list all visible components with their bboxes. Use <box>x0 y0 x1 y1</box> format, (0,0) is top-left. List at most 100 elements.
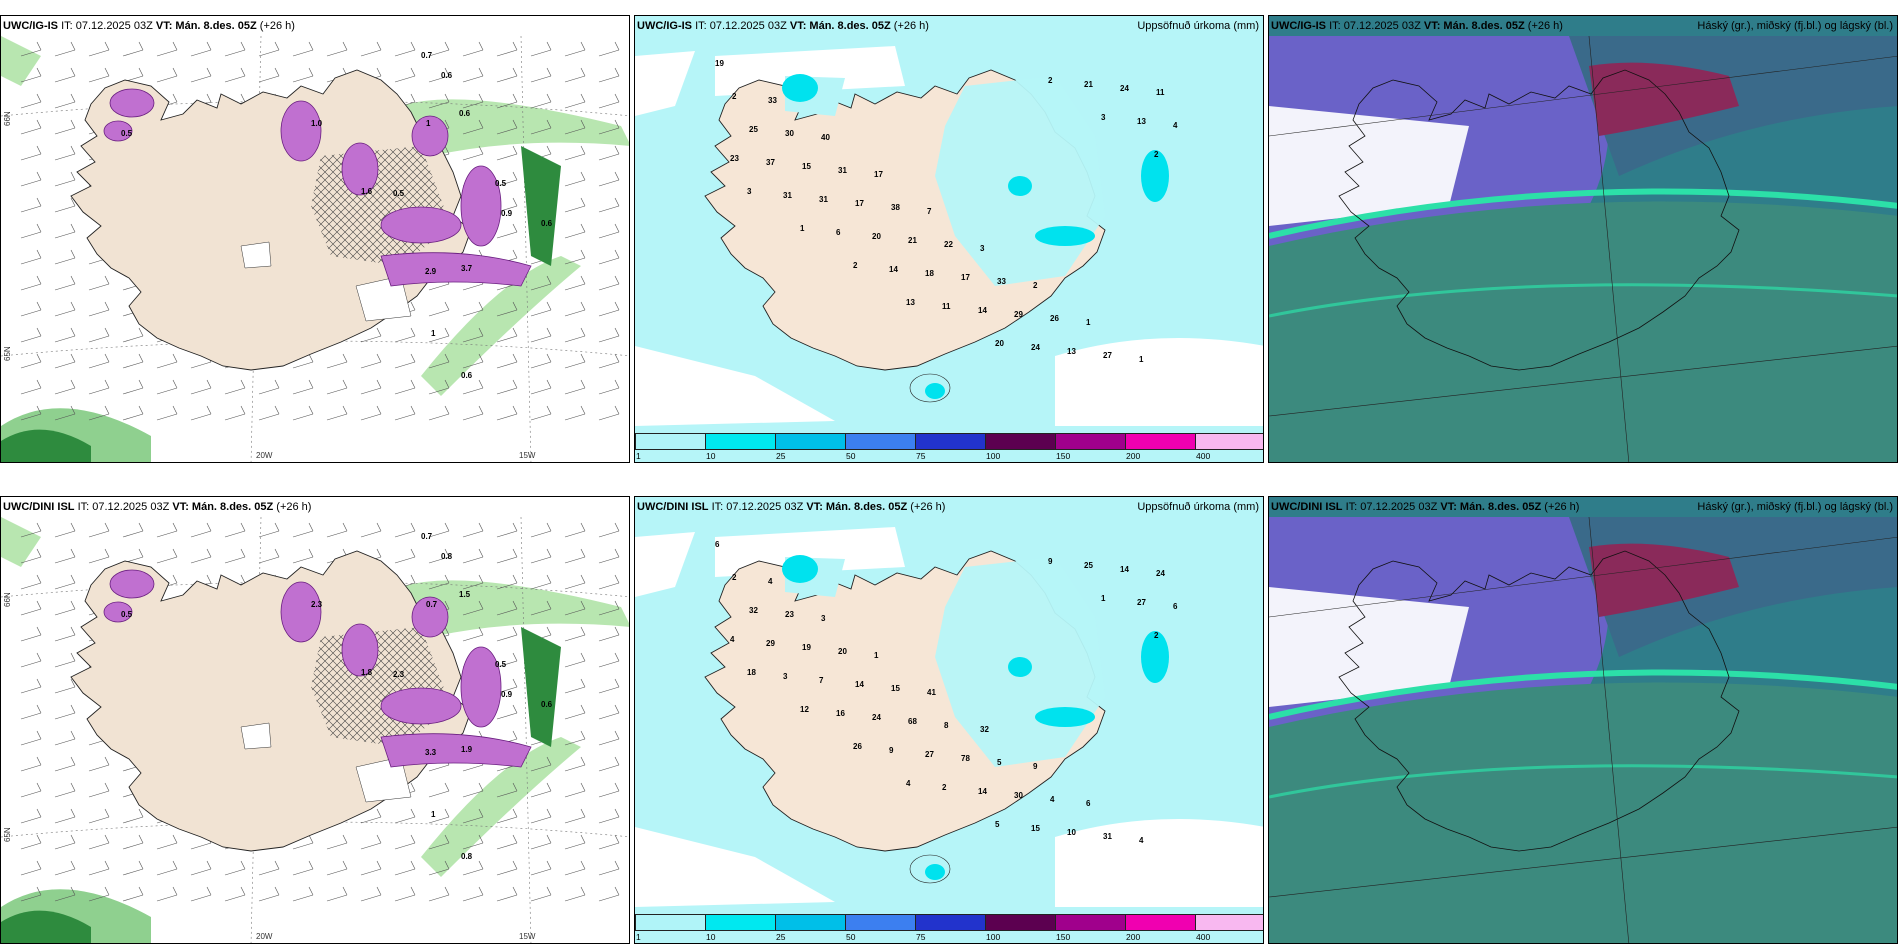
accum-value: 25 <box>749 125 758 134</box>
wind-barb-flag <box>70 41 76 51</box>
wind-barb <box>462 894 484 902</box>
wind-barb-flag <box>206 93 212 103</box>
wind-barb-flag <box>512 405 518 415</box>
clear-area <box>1269 106 1469 226</box>
precip-value: 1.0 <box>311 119 323 128</box>
precip-value: 0.5 <box>121 129 133 138</box>
wind-barb-flag <box>172 886 178 896</box>
wind-barb-flag <box>444 522 450 532</box>
wind-barb <box>530 894 552 902</box>
wind-barb <box>224 530 246 538</box>
wind-barb <box>530 790 552 798</box>
wind-barb-flag <box>444 548 450 558</box>
accum-value: 24 <box>1120 84 1129 93</box>
wind-barb-flag <box>274 41 280 51</box>
wind-barb <box>496 530 518 538</box>
wind-barb <box>564 530 586 538</box>
wind-barb-flag <box>444 353 450 363</box>
wind-barb-flag <box>546 756 552 766</box>
wind-barb-flag <box>546 860 552 870</box>
wind-barb <box>190 387 212 395</box>
graticule <box>1269 35 1897 462</box>
precip-value: 1 <box>431 329 436 338</box>
rain-band <box>401 99 629 156</box>
wind-barb <box>88 816 110 824</box>
wind-barb <box>598 608 620 616</box>
wind-barb-flag <box>580 171 586 181</box>
snow-area <box>411 115 449 157</box>
accum-value: 40 <box>821 133 830 142</box>
wind-barb <box>156 387 178 395</box>
wind-barb <box>598 127 620 135</box>
wind-barb-flag <box>274 860 280 870</box>
wind-barb <box>122 842 144 850</box>
wind-barb <box>88 764 110 772</box>
rain-heavy <box>521 146 561 266</box>
wind-barb <box>530 127 552 135</box>
legend-swatch <box>1055 433 1126 450</box>
legend-tick: 1 <box>636 932 641 942</box>
white-area <box>635 532 695 597</box>
wind-barb <box>428 582 450 590</box>
wind-barb-flag <box>512 652 518 662</box>
wind-barb <box>598 413 620 421</box>
wind-barb-flag <box>410 379 416 389</box>
wind-barb <box>360 387 382 395</box>
wind-barb-flag <box>512 522 518 532</box>
wind-barb-flag <box>104 41 110 51</box>
lon-line <box>520 35 532 462</box>
wind-barb-flag <box>546 67 552 77</box>
wind-barb <box>88 335 110 343</box>
low-cloud <box>1269 201 1897 462</box>
accum-value: 13 <box>1137 117 1146 126</box>
wind-barb-flag <box>478 145 484 155</box>
wind-barb <box>428 764 450 772</box>
white-area <box>1055 819 1263 907</box>
wind-barb-flag <box>36 600 42 610</box>
wind-barb <box>530 413 552 421</box>
wind-barb <box>462 634 484 642</box>
mid-cloud-band <box>1269 188 1897 239</box>
accum-value: 27 <box>1103 351 1112 360</box>
wind-barb <box>428 816 450 824</box>
rain-band-heavy <box>1 429 91 462</box>
precip-value: 0.6 <box>461 371 473 380</box>
wind-barb-flag <box>614 197 620 207</box>
wind-barb-flag <box>546 574 552 584</box>
wind-barb-flag <box>546 93 552 103</box>
wind-barb <box>190 361 212 369</box>
wind-barb-flag <box>36 275 42 285</box>
wind-barb-flag <box>410 522 416 532</box>
wind-barb-flag <box>614 353 620 363</box>
wind-barb <box>530 556 552 564</box>
wind-barb <box>428 283 450 291</box>
wind-barb-flag <box>580 353 586 363</box>
wind-barb-flag <box>614 756 620 766</box>
grid-line <box>1588 516 1630 943</box>
wind-barb <box>54 712 76 720</box>
wind-barb <box>326 894 348 902</box>
wind-barb-flag <box>206 67 212 77</box>
wind-barb <box>54 842 76 850</box>
snow-area <box>411 596 449 638</box>
wind-barb-flag <box>546 379 552 389</box>
lead-time: (+26 h) <box>259 20 295 32</box>
lon-line <box>520 516 532 943</box>
wind-barb <box>88 283 110 291</box>
wind-barb-flag <box>512 301 518 311</box>
wind-barb-flag <box>104 379 110 389</box>
wind-barb <box>428 790 450 798</box>
wind-barb <box>292 842 314 850</box>
wind-barb-flag <box>104 756 110 766</box>
wind-barb <box>20 634 42 642</box>
wind-barb-flag <box>308 379 314 389</box>
wind-barb-flag <box>444 405 450 415</box>
wind-barb <box>224 413 246 421</box>
wind-barb <box>224 49 246 57</box>
rain-band-heavy <box>1 910 91 943</box>
wind-barb-flag <box>36 860 42 870</box>
wind-barb-flag <box>342 405 348 415</box>
mid-cloud-band <box>1269 283 1897 318</box>
wind-barb-flag <box>410 93 416 103</box>
accum-value: 22 <box>944 240 953 249</box>
